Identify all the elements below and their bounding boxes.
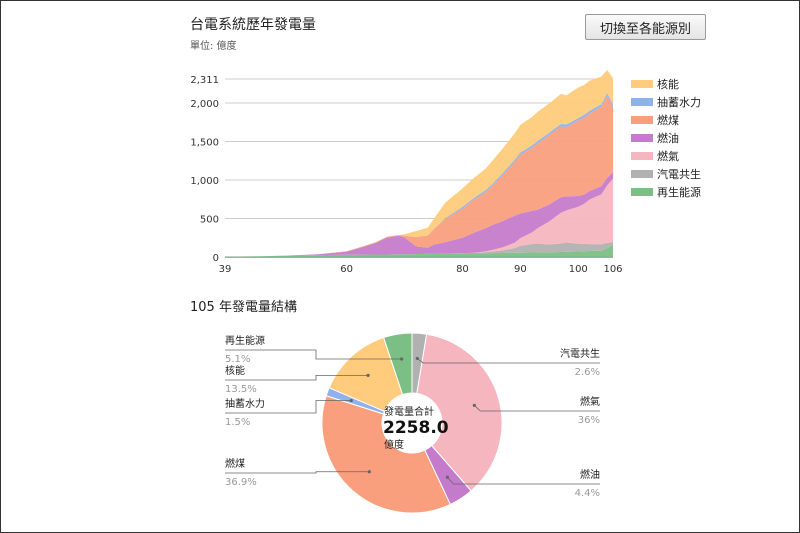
pie-slice-label: 核能 — [225, 364, 245, 377]
pie-leader-line — [417, 358, 600, 364]
pie-slice-percent: 4.4% — [575, 488, 600, 499]
pie-slice-再生能源 — [383, 332, 413, 396]
y-tick-label: 2,000 — [190, 99, 219, 110]
legend-label: 燃氣 — [657, 149, 679, 163]
pie-slice-label: 燃油 — [580, 468, 600, 481]
x-tick-label: 100 — [569, 264, 588, 275]
pie-leader-line — [225, 349, 402, 360]
pie-leader-line — [225, 400, 352, 414]
y-tick-label: 2,311 — [190, 75, 219, 86]
y-tick-label: 1,000 — [190, 176, 219, 187]
legend-label: 抽蓄水力 — [657, 95, 701, 109]
y-tick-label: 500 — [200, 214, 219, 225]
legend-swatch — [631, 134, 653, 142]
pie-leader-dot — [367, 470, 371, 474]
area-series-燃油 — [225, 172, 613, 257]
x-tick-label: 60 — [340, 264, 353, 275]
pie-slice-燃煤 — [321, 395, 451, 514]
pie-slice-label: 再生能源 — [225, 334, 265, 347]
pie-leader-line — [447, 477, 600, 485]
legend-swatch — [631, 116, 653, 124]
pie-slice-percent: 5.1% — [225, 354, 250, 365]
area-series-汽電共生 — [225, 242, 613, 257]
legend-swatch — [631, 170, 653, 178]
pie-leader-line — [474, 405, 600, 412]
donut-center-value: 2258.0 — [383, 418, 449, 438]
pie-leader-dot — [445, 475, 450, 479]
legend-label: 核能 — [657, 77, 679, 91]
legend-swatch — [631, 80, 653, 88]
pie-slice-percent: 36% — [578, 415, 600, 426]
x-tick-label: 39 — [219, 264, 232, 275]
pie-slice-percent: 36.9% — [225, 477, 257, 488]
legend-label: 燃煤 — [657, 113, 679, 127]
area-series-再生能源 — [225, 244, 613, 257]
area-series-燃煤 — [225, 95, 613, 257]
pie-slice-percent: 13.5% — [225, 384, 257, 395]
pie-leader-line — [225, 374, 369, 381]
unit-label: 單位: 億度 — [190, 41, 237, 52]
pie-leader-dot — [349, 398, 353, 403]
pie-slice-label: 汽電共生 — [560, 347, 600, 360]
x-tick-label: 80 — [456, 264, 469, 275]
pie-slice-percent: 2.6% — [575, 367, 600, 378]
legend-swatch — [631, 98, 653, 106]
y-tick-label: 0 — [213, 253, 219, 264]
x-tick-label: 106 — [603, 264, 622, 275]
chart-title: 台電系統歷年發電量 — [190, 17, 316, 33]
legend-label: 再生能源 — [657, 185, 701, 199]
y-tick-label: 1,500 — [190, 137, 219, 148]
legend-swatch — [631, 188, 653, 196]
pie-slice-label: 燃氣 — [580, 395, 600, 408]
switch-energy-button[interactable]: 切換至各能源別 — [585, 14, 706, 40]
pie-leader-dot — [472, 403, 476, 407]
donut-center-unit: 億度 — [384, 438, 404, 451]
pie-slice-燃氣 — [416, 333, 503, 492]
pie-title: 105 年發電量結構 — [190, 300, 297, 315]
pie-slice-label: 抽蓄水力 — [225, 397, 265, 410]
legend-label: 燃油 — [657, 131, 679, 145]
donut-center-label: 發電量合計 — [384, 405, 434, 418]
legend-label: 汽電共生 — [657, 167, 701, 181]
pie-leader-dot — [415, 356, 419, 361]
x-tick-label: 90 — [514, 264, 527, 275]
legend-swatch — [631, 152, 653, 160]
pie-slice-label: 燃煤 — [225, 457, 245, 470]
pie-slice-percent: 1.5% — [225, 417, 250, 428]
pie-leader-line — [225, 471, 370, 474]
pie-leader-dot — [400, 357, 404, 361]
pie-leader-dot — [366, 373, 370, 377]
